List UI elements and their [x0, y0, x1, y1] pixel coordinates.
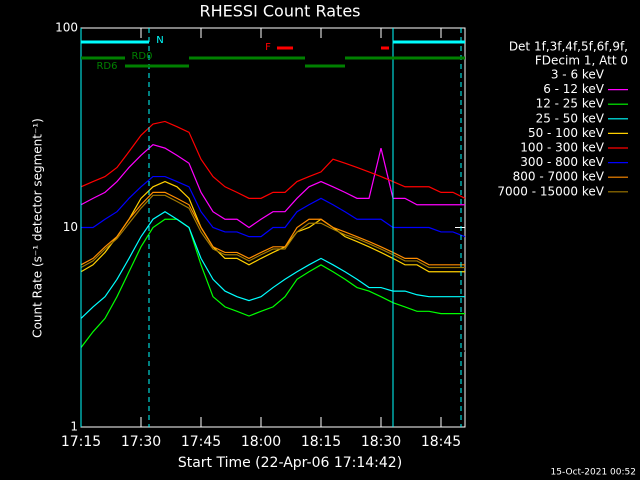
legend-label: 7000 - 15000 keV [497, 184, 604, 198]
series-line [80, 210, 465, 319]
series-line [80, 218, 465, 348]
flag-label: N [156, 35, 163, 46]
y-tick-label: 10 [63, 220, 78, 234]
series-line [80, 144, 465, 229]
x-tick-label: 17:45 [181, 434, 221, 450]
x-tick-label: 18:45 [421, 434, 461, 450]
y-tick-label: 1 [70, 420, 78, 434]
legend-label: 100 - 300 keV [520, 141, 604, 155]
series-line [80, 180, 465, 273]
series-line [80, 218, 466, 368]
x-tick-label: 18:15 [301, 434, 341, 450]
x-tick-label: 17:30 [121, 434, 161, 450]
legend-label: 25 - 50 keV [536, 111, 605, 125]
legend-title: Det 1f,3f,4f,5f,6f,9f, [509, 40, 628, 54]
y-axis-label: Count Rate (s⁻¹ detector segment⁻¹) [31, 118, 45, 338]
legend-title: FDecim 1, Att 0 [535, 54, 628, 68]
series-line [80, 120, 466, 199]
chart-title: RHESSI Count Rates [200, 2, 361, 21]
x-tick-label: 17:15 [61, 434, 101, 450]
series-line [80, 194, 465, 269]
x-tick-label: 18:00 [241, 434, 281, 450]
flag-label: RD0 [131, 51, 152, 62]
legend-label: 12 - 25 keV [536, 97, 605, 111]
footer: 15-Oct-2021 00:52 [551, 468, 636, 478]
flag-label: F [265, 42, 271, 53]
legend-label: 6 - 12 keV [543, 82, 605, 96]
series-line [81, 175, 466, 238]
legend-label: 800 - 7000 keV [513, 170, 605, 184]
x-axis-label: Start Time (22-Apr-06 17:14:42) [178, 455, 402, 471]
y-tick-label: 100 [55, 21, 78, 35]
x-tick-label: 18:30 [361, 434, 401, 450]
legend-label: 300 - 800 keV [520, 155, 604, 169]
flag-label: RD6 [96, 61, 117, 72]
legend-label: 50 - 100 keV [528, 126, 605, 140]
legend-label: 3 - 6 keV [551, 68, 605, 82]
series-line [80, 191, 465, 266]
